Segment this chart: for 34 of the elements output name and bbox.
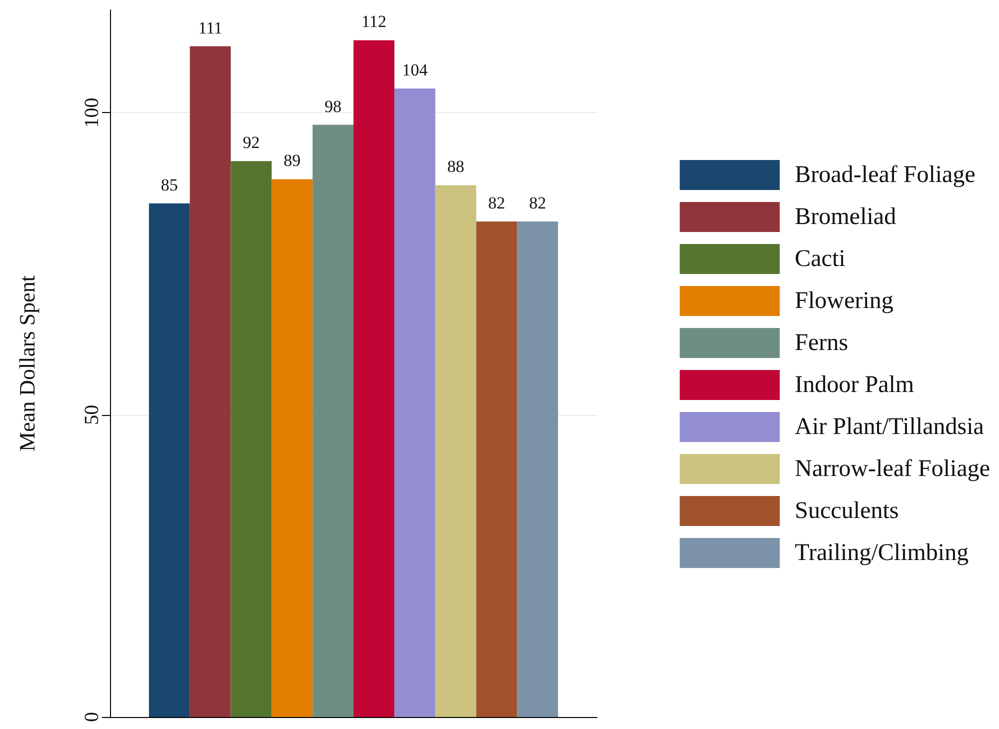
- data-label: 111: [198, 18, 222, 38]
- bar: [190, 46, 231, 717]
- data-label: 104: [402, 60, 428, 80]
- legend-label: Flowering: [794, 288, 894, 314]
- bar: [230, 161, 272, 717]
- y-axis-title: Mean Dollars Spent: [14, 276, 40, 452]
- y-tick-label: 50: [81, 404, 103, 425]
- y-tick-label: 0: [81, 712, 103, 722]
- legend-label: Air Plant/Tillandsia: [794, 414, 984, 440]
- legend-label: Cacti: [794, 246, 846, 272]
- legend-label: Bromeliad: [794, 204, 896, 230]
- y-tick-label: 100: [81, 98, 103, 128]
- data-label: 85: [160, 175, 178, 194]
- data-label: 98: [324, 96, 342, 116]
- bar: [476, 221, 518, 717]
- bar: [354, 40, 394, 717]
- data-label: 112: [362, 12, 386, 32]
- legend-label: Trailing/Climbing: [794, 540, 969, 566]
- legend-label: Indoor Palm: [794, 372, 914, 398]
- legend-label: Broad-leaf Foliage: [794, 162, 976, 188]
- bar: [517, 221, 558, 717]
- legend-label: Succulents: [794, 498, 899, 524]
- data-label: 82: [529, 193, 546, 212]
- bar: [312, 124, 354, 717]
- data-label: 88: [447, 157, 464, 176]
- legend-label: Narrow-leaf Foliage: [794, 456, 990, 482]
- legend-label: Ferns: [794, 330, 848, 356]
- bar: [272, 179, 313, 717]
- bar: [435, 185, 476, 717]
- data-label: 92: [242, 133, 260, 152]
- bar: [148, 203, 190, 717]
- data-label: 82: [488, 193, 506, 212]
- bar: [394, 88, 436, 717]
- data-label: 89: [284, 151, 301, 170]
